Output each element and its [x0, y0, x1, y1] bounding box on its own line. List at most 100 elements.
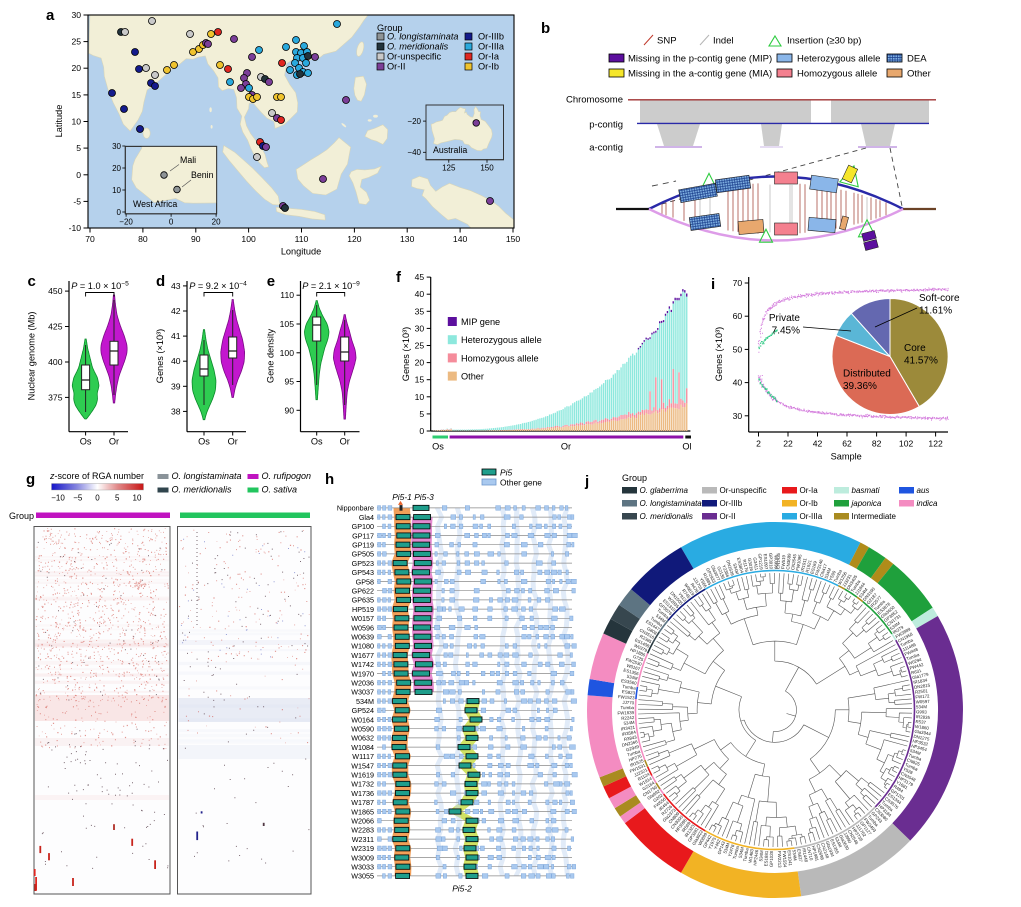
svg-text:i: i [711, 276, 715, 293]
svg-text:70: 70 [85, 234, 95, 244]
svg-text:CN825: CN825 [906, 757, 921, 767]
svg-text:Os: Os [198, 437, 210, 447]
svg-text:basmati: basmati [852, 486, 880, 495]
svg-text:Y2478: Y2478 [727, 843, 736, 857]
svg-text:Ol: Ol [682, 442, 691, 452]
svg-text:GP58: GP58 [356, 577, 374, 586]
svg-text:W2311: W2311 [352, 835, 374, 844]
svg-text:a: a [46, 7, 55, 24]
svg-text:W3033: W3033 [351, 863, 374, 872]
svg-text:e: e [267, 273, 275, 290]
svg-text:W0596: W0596 [351, 623, 374, 632]
svg-text:30: 30 [415, 323, 425, 333]
svg-text:FW448: FW448 [904, 647, 920, 657]
svg-text:p-contig: p-contig [589, 120, 623, 131]
svg-text:10: 10 [133, 494, 142, 503]
svg-text:W1736: W1736 [351, 789, 374, 798]
svg-text:h: h [325, 471, 334, 488]
svg-text:DN2815: DN2815 [914, 682, 931, 689]
svg-text:Os: Os [311, 437, 323, 447]
svg-text:Tumba: Tumba [732, 845, 740, 860]
svg-text:Distributed: Distributed [843, 369, 891, 380]
svg-text:IR464: IR464 [658, 800, 671, 812]
svg-text:Heterozygous allele: Heterozygous allele [461, 335, 542, 345]
svg-text:FW442: FW442 [909, 662, 925, 671]
svg-text:-5: -5 [73, 196, 81, 206]
svg-text:Tumba: Tumba [899, 637, 914, 648]
svg-text:40: 40 [171, 356, 181, 366]
svg-text:Homozygous allele: Homozygous allele [797, 69, 877, 80]
svg-text:20: 20 [415, 358, 425, 368]
svg-text:JJ2321: JJ2321 [633, 767, 648, 778]
svg-text:W2036: W2036 [351, 679, 374, 688]
svg-text:Nipponbare: Nipponbare [337, 504, 374, 513]
svg-text:122: 122 [928, 439, 943, 449]
svg-text:W0999: W0999 [774, 555, 779, 569]
svg-text:W1732: W1732 [351, 780, 374, 789]
svg-text:Intermediate: Intermediate [852, 512, 897, 521]
svg-text:Tumba: Tumba [627, 749, 642, 758]
svg-text:IR2835: IR2835 [916, 714, 931, 720]
svg-text:GP622: GP622 [352, 587, 374, 596]
svg-text:ES169: ES169 [809, 560, 818, 575]
svg-text:R2501: R2501 [915, 688, 929, 695]
svg-text:Or: Or [340, 437, 350, 447]
svg-text:GP543: GP543 [352, 568, 374, 577]
svg-text:Sample: Sample [831, 452, 862, 462]
svg-text:100: 100 [241, 234, 256, 244]
svg-text:ES3560: ES3560 [621, 678, 638, 686]
svg-text:90: 90 [284, 405, 294, 415]
svg-text:Pi5-1: Pi5-1 [392, 492, 412, 502]
svg-text:534M: 534M [758, 850, 764, 862]
svg-text:Other: Other [461, 372, 484, 382]
svg-text:102: 102 [899, 439, 914, 449]
svg-text:G2164: G2164 [641, 780, 655, 791]
svg-text:O. longistaminata: O. longistaminata [387, 32, 459, 42]
svg-text:30: 30 [112, 142, 121, 151]
svg-text:ES1356: ES1356 [623, 668, 640, 677]
svg-text:11.61%: 11.61% [919, 306, 952, 317]
svg-text:Or-IIIb: Or-IIIb [478, 32, 504, 42]
svg-text:30: 30 [733, 411, 743, 421]
svg-text:R2242: R2242 [621, 715, 635, 721]
svg-text:42: 42 [171, 306, 181, 316]
svg-text:W3037: W3037 [351, 688, 374, 697]
svg-text:R1885: R1885 [702, 572, 713, 586]
svg-text:Other: Other [907, 69, 931, 80]
svg-text:FW172: FW172 [915, 693, 930, 699]
svg-text:W3009: W3009 [351, 853, 374, 862]
svg-text:ES1355: ES1355 [829, 838, 840, 855]
svg-text:Other gene: Other gene [500, 478, 542, 488]
svg-text:Or-Ia: Or-Ia [478, 52, 500, 62]
svg-text:O. meridionalis: O. meridionalis [387, 42, 449, 52]
svg-text:Group: Group [622, 473, 647, 483]
svg-text:100: 100 [280, 348, 295, 358]
svg-text:JJ990: JJ990 [843, 831, 853, 844]
svg-text:534M: 534M [916, 704, 927, 709]
svg-text:W0164: W0164 [351, 715, 374, 724]
svg-text:Group: Group [377, 23, 403, 33]
svg-text:Mali: Mali [180, 155, 196, 165]
svg-text:O. meridionalis: O. meridionalis [172, 485, 233, 495]
svg-text:ES1408: ES1408 [634, 637, 651, 649]
svg-text:GP1219: GP1219 [757, 553, 764, 570]
svg-text:82: 82 [872, 439, 882, 449]
svg-text:W2319: W2319 [351, 844, 374, 853]
svg-text:W1970: W1970 [351, 669, 374, 678]
svg-text:Y566: Y566 [699, 577, 709, 589]
svg-text:Tumba: Tumba [832, 568, 843, 583]
svg-text:Or-Ia: Or-Ia [800, 486, 819, 495]
svg-text:aus: aus [917, 486, 930, 495]
svg-text:DN1275: DN1275 [913, 734, 930, 742]
svg-text:ES627: ES627 [796, 849, 803, 863]
svg-text:Or-Ib: Or-Ib [800, 499, 819, 508]
svg-text:FW1839: FW1839 [617, 710, 634, 716]
svg-text:ES3804: ES3804 [736, 557, 745, 574]
svg-text:CN2698: CN2698 [815, 844, 825, 861]
svg-text:P = 2.1 × 10−9: P = 2.1 × 10−9 [302, 281, 360, 292]
svg-text:ES1041: ES1041 [787, 850, 793, 867]
svg-text:20: 20 [212, 218, 221, 227]
svg-text:Gla3077: Gla3077 [710, 564, 722, 582]
svg-text:FW1531: FW1531 [629, 762, 647, 773]
svg-text:z-score of RGA number: z-score of RGA number [49, 471, 144, 481]
